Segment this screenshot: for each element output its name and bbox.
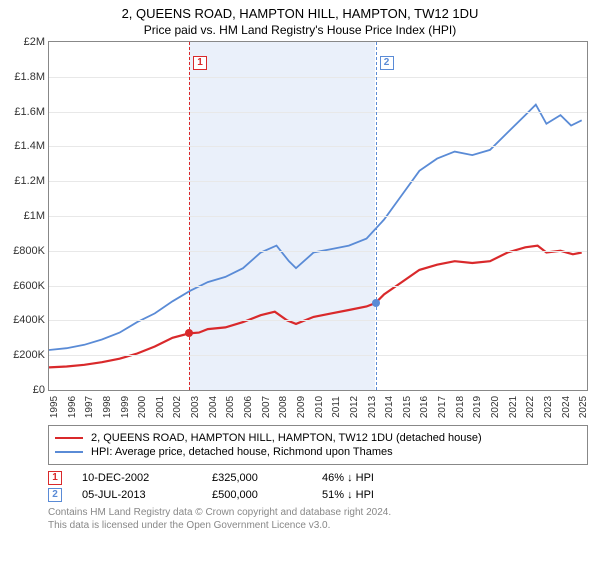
x-tick-label: 2003 (190, 396, 201, 418)
x-tick-label: 2005 (225, 396, 236, 418)
gridline (49, 112, 587, 113)
y-tick-label: £2M (5, 36, 45, 48)
x-tick-label: 2007 (261, 396, 272, 418)
x-tick-label: 2020 (490, 396, 501, 418)
transaction-date: 10-DEC-2002 (82, 472, 192, 484)
transaction-marker: 2 (380, 56, 394, 70)
y-tick-label: £400K (5, 314, 45, 326)
legend-swatch (55, 437, 83, 439)
gridline (49, 181, 587, 182)
chart-subtitle: Price paid vs. HM Land Registry's House … (0, 23, 600, 37)
x-tick-label: 1998 (102, 396, 113, 418)
x-tick-label: 1997 (84, 396, 95, 418)
y-tick-label: £600K (5, 280, 45, 292)
y-tick-label: £1.2M (5, 175, 45, 187)
transaction-date: 05-JUL-2013 (82, 489, 192, 501)
transaction-pct: 51% ↓ HPI (322, 489, 374, 501)
footer-attribution: Contains HM Land Registry data © Crown c… (48, 506, 588, 532)
y-tick-label: £200K (5, 349, 45, 361)
legend-box: 2, QUEENS ROAD, HAMPTON HILL, HAMPTON, T… (48, 425, 588, 465)
chart-plot-area: £0£200K£400K£600K£800K£1M£1.2M£1.4M£1.6M… (48, 41, 588, 391)
x-tick-label: 2017 (437, 396, 448, 418)
x-tick-label: 2011 (331, 396, 342, 418)
legend-row: 2, QUEENS ROAD, HAMPTON HILL, HAMPTON, T… (55, 432, 581, 444)
legend-row: HPI: Average price, detached house, Rich… (55, 446, 581, 458)
transaction-pct: 46% ↓ HPI (322, 472, 374, 484)
gridline (49, 216, 587, 217)
x-tick-label: 2016 (419, 396, 430, 418)
x-tick-label: 2019 (472, 396, 483, 418)
footer-line-2: This data is licensed under the Open Gov… (48, 519, 588, 532)
transaction-dot (372, 299, 380, 307)
x-tick-label: 2006 (243, 396, 254, 418)
transaction-dot (185, 329, 193, 337)
x-tick-label: 1995 (49, 396, 60, 418)
x-tick-label: 2002 (172, 396, 183, 418)
x-tick-label: 2012 (349, 396, 360, 418)
transactions-table: 1 10-DEC-2002 £325,000 46% ↓ HPI 2 05-JUL-201… (48, 471, 588, 502)
y-tick-label: £1M (5, 210, 45, 222)
y-tick-label: £800K (5, 245, 45, 257)
y-tick-label: £1.8M (5, 71, 45, 83)
legend-label: HPI: Average price, detached house, Rich… (91, 446, 393, 458)
transaction-row-marker: 1 (48, 471, 62, 485)
x-tick-label: 2025 (578, 396, 589, 418)
x-tick-label: 2009 (296, 396, 307, 418)
y-tick-label: £0 (5, 384, 45, 396)
legend-swatch (55, 451, 83, 453)
x-tick-label: 2008 (278, 396, 289, 418)
x-tick-label: 2013 (367, 396, 378, 418)
gridline (49, 320, 587, 321)
x-tick-label: 2000 (137, 396, 148, 418)
y-tick-label: £1.6M (5, 106, 45, 118)
x-tick-label: 2021 (508, 396, 519, 418)
legend-label: 2, QUEENS ROAD, HAMPTON HILL, HAMPTON, T… (91, 432, 482, 444)
x-tick-label: 1996 (67, 396, 78, 418)
gridline (49, 355, 587, 356)
chart-title: 2, QUEENS ROAD, HAMPTON HILL, HAMPTON, T… (0, 6, 600, 21)
gridline (49, 251, 587, 252)
x-tick-label: 2024 (561, 396, 572, 418)
transaction-row: 2 05-JUL-2013 £500,000 51% ↓ HPI (48, 488, 588, 502)
series-line-price_paid (49, 246, 582, 368)
gridline (49, 77, 587, 78)
transaction-marker: 1 (193, 56, 207, 70)
transaction-vline (189, 42, 190, 390)
transaction-price: £325,000 (212, 472, 302, 484)
x-tick-label: 2004 (208, 396, 219, 418)
x-tick-label: 2022 (525, 396, 536, 418)
series-line-hpi (49, 105, 582, 350)
x-tick-label: 2001 (155, 396, 166, 418)
gridline (49, 146, 587, 147)
transaction-row-marker: 2 (48, 488, 62, 502)
x-tick-label: 2015 (402, 396, 413, 418)
footer-line-1: Contains HM Land Registry data © Crown c… (48, 506, 588, 519)
transaction-vline (376, 42, 377, 390)
x-tick-label: 1999 (120, 396, 131, 418)
x-tick-label: 2018 (455, 396, 466, 418)
x-tick-label: 2023 (543, 396, 554, 418)
x-tick-label: 2010 (314, 396, 325, 418)
gridline (49, 286, 587, 287)
transaction-price: £500,000 (212, 489, 302, 501)
x-tick-label: 2014 (384, 396, 395, 418)
y-tick-label: £1.4M (5, 140, 45, 152)
transaction-row: 1 10-DEC-2002 £325,000 46% ↓ HPI (48, 471, 588, 485)
